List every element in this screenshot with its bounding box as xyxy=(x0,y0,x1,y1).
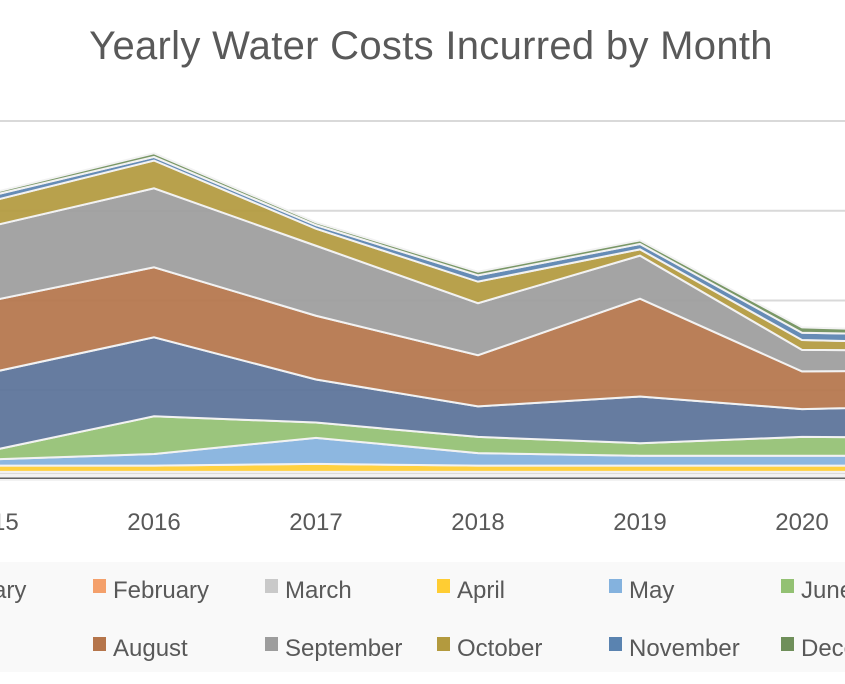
legend-label-october: October xyxy=(457,635,542,662)
legend-label-april: April xyxy=(457,577,505,604)
legend-label-november: November xyxy=(629,635,740,662)
legend-label-august: August xyxy=(113,635,188,662)
area-december xyxy=(0,152,845,335)
x-tick-label: 2016 xyxy=(127,509,180,536)
legend-label-march: March xyxy=(285,577,352,604)
legend-swatch-december xyxy=(781,637,794,651)
legend-label-january: January xyxy=(0,577,26,604)
legend-label-december: December xyxy=(801,635,845,662)
legend-swatch-march xyxy=(265,579,278,593)
legend-swatch-october xyxy=(437,637,450,651)
legend-swatch-february xyxy=(93,579,106,593)
x-tick-label: 2015 xyxy=(0,509,19,536)
x-tick-label: 2019 xyxy=(613,509,666,536)
legend-swatch-august xyxy=(93,637,106,651)
legend-swatch-april xyxy=(437,579,450,593)
legend-label-may: May xyxy=(629,577,674,604)
legend-swatch-june xyxy=(781,579,794,593)
legend-label-february: February xyxy=(113,577,209,604)
legend xyxy=(0,562,845,672)
legend-label-september: September xyxy=(285,635,402,662)
legend-swatch-may xyxy=(609,579,622,593)
x-tick-label: 2018 xyxy=(451,509,504,536)
legend-label-june: June xyxy=(801,577,845,604)
chart-title: Yearly Water Costs Incurred by Month xyxy=(89,24,773,68)
legend-swatch-november xyxy=(609,637,622,651)
area-series-group xyxy=(0,152,845,481)
x-tick-label: 2020 xyxy=(775,509,828,536)
legend-swatch-september xyxy=(265,637,278,651)
x-tick-label: 2017 xyxy=(289,509,342,536)
